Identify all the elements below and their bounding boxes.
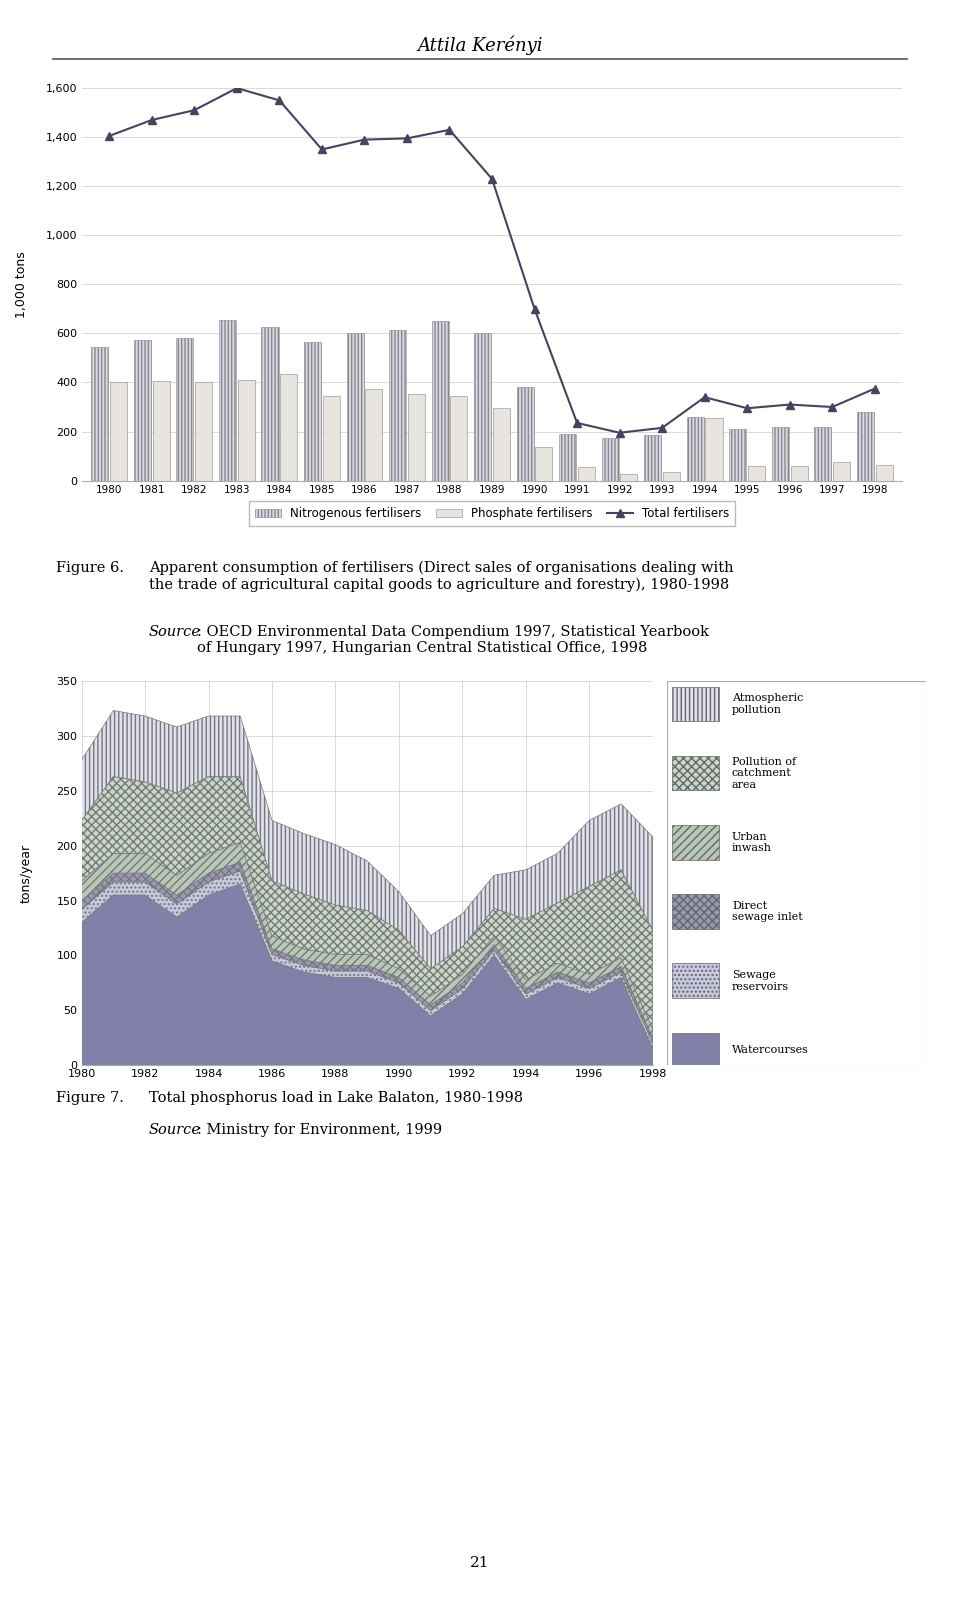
Bar (91, 348, 108, 481)
Text: Direct
sewage inlet: Direct sewage inlet (732, 900, 803, 923)
Y-axis label: tons/year: tons/year (20, 844, 33, 902)
Text: Pollution of
catchment
area: Pollution of catchment area (732, 756, 796, 790)
Bar (177, 338, 194, 481)
Bar (261, 327, 278, 481)
Bar (474, 333, 492, 481)
Bar (133, 340, 151, 481)
Y-axis label: 1,000 tons: 1,000 tons (15, 252, 28, 317)
Bar (492, 409, 510, 481)
Bar (814, 426, 831, 481)
Text: Attila Kerényi: Attila Kerényi (418, 35, 542, 54)
Text: Urban
inwash: Urban inwash (732, 831, 772, 854)
Text: Figure 6.: Figure 6. (56, 561, 124, 575)
Bar (730, 429, 746, 481)
Bar (559, 434, 576, 481)
Text: Source: Source (149, 625, 201, 639)
Text: Atmospheric
pollution: Atmospheric pollution (732, 694, 804, 714)
Text: 21: 21 (470, 1556, 490, 1570)
Text: Sewage
reservoirs: Sewage reservoirs (732, 969, 789, 992)
Text: : Ministry for Environment, 1999: : Ministry for Environment, 1999 (197, 1123, 442, 1137)
Bar (644, 436, 661, 481)
Bar (686, 417, 704, 481)
Bar (323, 396, 340, 481)
Bar (238, 380, 254, 481)
Bar (663, 473, 680, 481)
Bar (876, 465, 893, 481)
FancyBboxPatch shape (672, 756, 719, 790)
Bar (304, 341, 321, 481)
Legend: Nitrogenous fertilisers, Phosphate fertilisers, Total fertilisers: Nitrogenous fertilisers, Phosphate ferti… (249, 501, 735, 525)
Text: Figure 7.: Figure 7. (56, 1091, 124, 1105)
Bar (536, 447, 552, 481)
Bar (110, 383, 127, 481)
Bar (432, 320, 448, 481)
Bar (195, 383, 212, 481)
Bar (578, 468, 595, 481)
Bar (450, 396, 468, 481)
Bar (389, 330, 406, 481)
Bar (219, 320, 236, 481)
Text: Watercourses: Watercourses (732, 1045, 809, 1056)
Text: Source: Source (149, 1123, 201, 1137)
Bar (620, 474, 637, 481)
Bar (153, 381, 170, 481)
FancyBboxPatch shape (672, 687, 719, 721)
Bar (602, 437, 619, 481)
FancyBboxPatch shape (672, 1033, 719, 1067)
Text: Apparent consumption of fertilisers (Direct sales of organisations dealing with
: Apparent consumption of fertilisers (Dir… (149, 561, 733, 591)
Bar (347, 333, 364, 481)
Text: : OECD Environmental Data Compendium 1997, Statistical Yearbook
of Hungary 1997,: : OECD Environmental Data Compendium 199… (197, 625, 708, 655)
Bar (408, 394, 425, 481)
FancyBboxPatch shape (672, 825, 719, 860)
Bar (857, 412, 874, 481)
Text: Total phosphorus load in Lake Balaton, 1980-1998: Total phosphorus load in Lake Balaton, 1… (149, 1091, 523, 1105)
Bar (706, 418, 723, 481)
Bar (280, 373, 298, 481)
FancyBboxPatch shape (672, 894, 719, 929)
Bar (833, 463, 851, 481)
Bar (748, 466, 765, 481)
Bar (772, 426, 789, 481)
FancyBboxPatch shape (672, 963, 719, 998)
Bar (516, 388, 534, 481)
Bar (790, 466, 807, 481)
Bar (365, 389, 382, 481)
